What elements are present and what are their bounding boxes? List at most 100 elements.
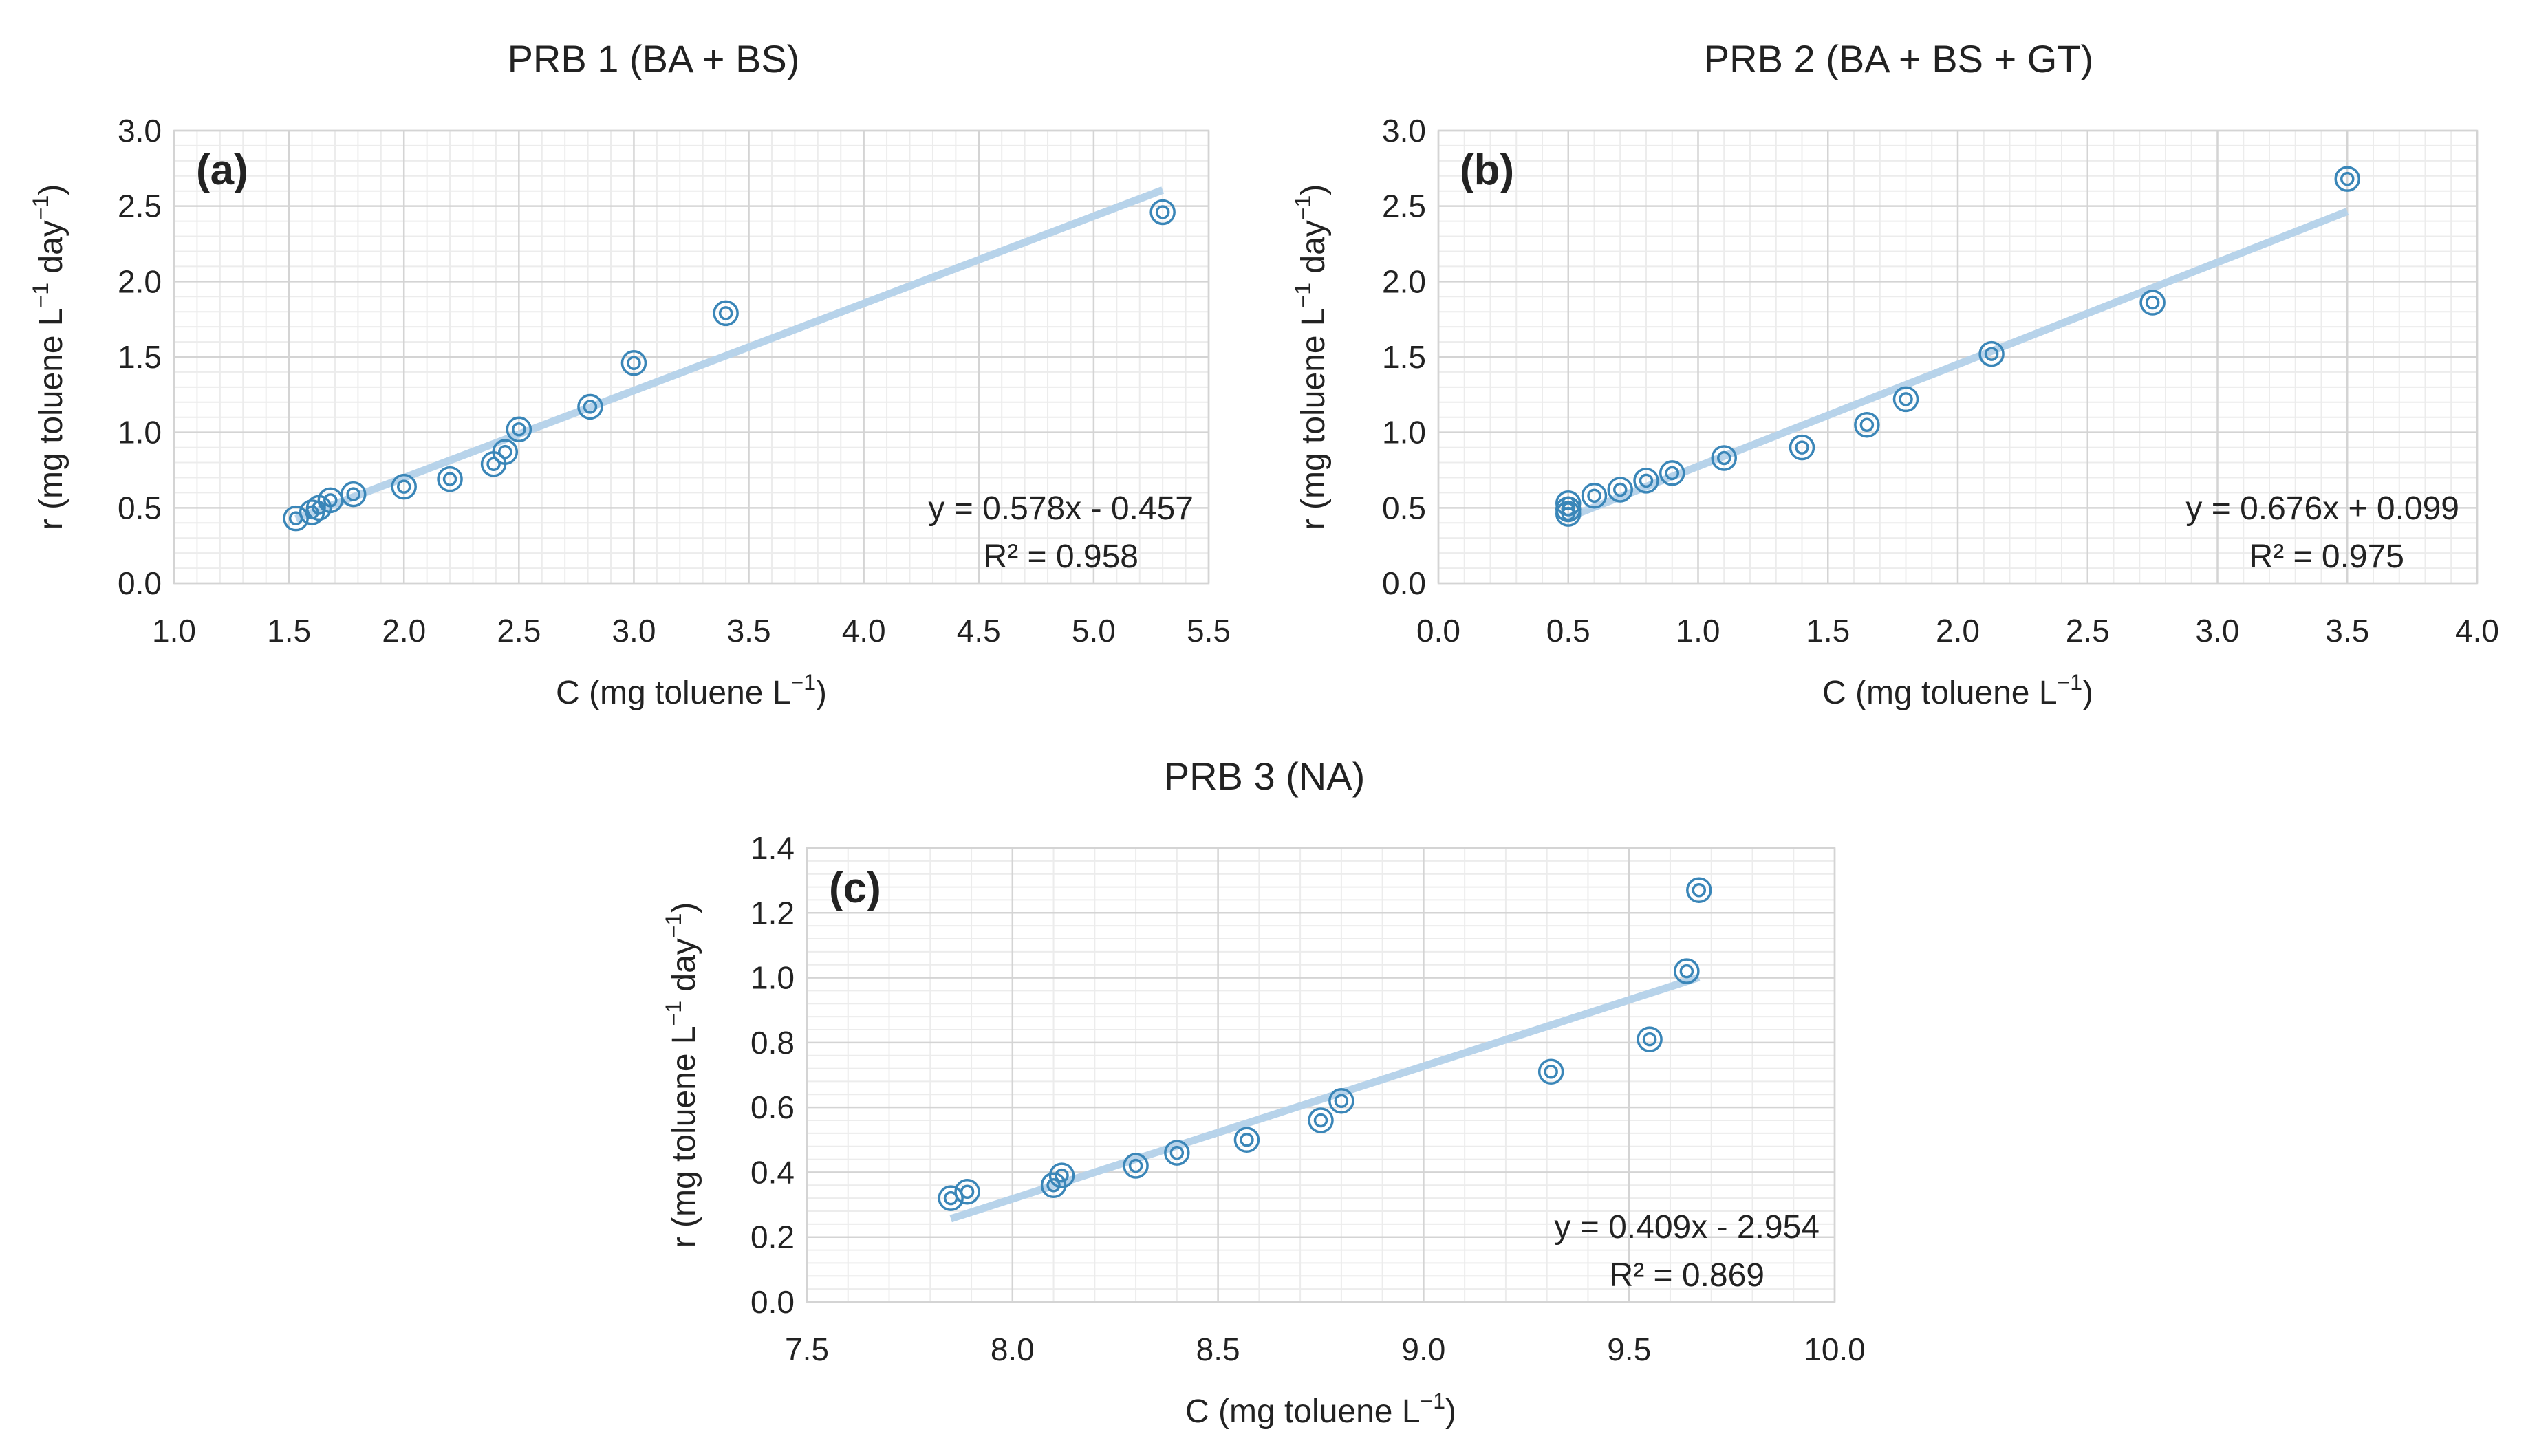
data-point: [1711, 445, 1737, 471]
x-tick-label: 8.0: [991, 1332, 1035, 1367]
x-axis-label: C (mg toluene L−1): [556, 670, 827, 711]
x-tick-label: 3.5: [727, 613, 771, 649]
x-tick-label: 5.5: [1187, 613, 1231, 649]
data-point: [577, 393, 603, 420]
data-point: [1581, 483, 1608, 509]
r-squared: R² = 0.975: [2249, 539, 2404, 575]
y-tick-label: 0.8: [751, 1025, 795, 1061]
data-point: [1123, 1153, 1149, 1179]
data-point: [1637, 1026, 1663, 1052]
grid: [1437, 129, 2479, 585]
x-tick-label: 2.5: [497, 613, 541, 649]
data-point: [1048, 1162, 1075, 1188]
trendline-equation: y = 0.676x + 0.099: [2185, 490, 2459, 527]
x-axis-label: C (mg toluene L−1): [1185, 1389, 1456, 1430]
x-tick-label: 2.0: [1936, 613, 1980, 649]
data-point: [713, 300, 739, 327]
x-tick-label: 1.5: [1806, 613, 1850, 649]
y-tick-label: 1.0: [118, 415, 162, 450]
r-squared: R² = 0.869: [1610, 1257, 1764, 1294]
x-tick-label: 4.5: [957, 613, 1001, 649]
y-tick-label: 1.0: [751, 960, 795, 996]
data-point: [1659, 460, 1685, 486]
x-tick-label: 1.5: [267, 613, 311, 649]
y-tick-label: 2.5: [118, 188, 162, 224]
data-point: [1555, 490, 1582, 517]
x-tick-label: 9.0: [1401, 1332, 1445, 1367]
x-axis-label: C (mg toluene L−1): [1822, 670, 2093, 711]
chart-c: 7.5 8.0 8.5 9.0 9.5 10.0 0.0 0.2 0.4 0.6 0.8 1.0 1.2…: [661, 754, 1866, 1430]
plot-area: [806, 847, 1836, 1303]
y-tick-label: 1.4: [751, 830, 795, 866]
y-tick-label: 0.0: [751, 1284, 795, 1320]
x-tick-label: 5.0: [1072, 613, 1116, 649]
x-tick-label: 3.0: [2196, 613, 2240, 649]
y-tick-label: 1.5: [118, 339, 162, 375]
data-point: [492, 439, 519, 465]
data-point: [1854, 411, 1880, 438]
data-point: [2334, 166, 2360, 192]
x-tick-label: 2.5: [2066, 613, 2110, 649]
x-tick-label: 3.0: [612, 613, 656, 649]
x-tick-label: 8.5: [1196, 1332, 1240, 1367]
y-tick-label: 1.0: [1382, 415, 1426, 450]
panel-label: (a): [196, 146, 248, 194]
data-point: [954, 1178, 980, 1205]
data-point: [1328, 1087, 1354, 1114]
x-tick-label: 4.0: [842, 613, 886, 649]
y-tick-label: 2.0: [1382, 263, 1426, 299]
trendline-equation: y = 0.409x - 2.954: [1554, 1209, 1820, 1246]
plot-area: [1437, 129, 2479, 585]
data-point: [1607, 477, 1633, 503]
chart-title: PRB 1 (BA + BS): [508, 37, 800, 80]
x-tick-label: 3.5: [2325, 613, 2369, 649]
y-tick-label: 2.0: [118, 263, 162, 299]
data-point: [1149, 199, 1176, 226]
y-tick-label: 0.0: [1382, 565, 1426, 601]
data-point: [1233, 1127, 1260, 1153]
y-tick-label: 3.0: [118, 113, 162, 149]
data-point: [1633, 468, 1659, 494]
data-point: [1040, 1172, 1067, 1199]
chart-b: 0.0 0.5 1.0 1.5 2.0 2.5 3.0 3.5 4.0 0.0 0.5 1.0 1.5 2…: [1291, 37, 2499, 711]
y-tick-label: 0.2: [751, 1219, 795, 1255]
x-tick-label: 1.0: [152, 613, 196, 649]
data-point: [1978, 340, 2005, 367]
y-axis-label: r (mg toluene L−1 day−1): [661, 902, 702, 1248]
x-tick-label: 1.0: [1676, 613, 1720, 649]
x-tick-label: 10.0: [1804, 1332, 1866, 1367]
trendline: [949, 973, 1701, 1223]
x-tick-label: 0.0: [1416, 613, 1460, 649]
y-tick-label: 1.2: [751, 895, 795, 931]
y-tick-label: 0.4: [751, 1154, 795, 1190]
data-point: [340, 481, 367, 508]
y-tick-label: 0.0: [118, 565, 162, 601]
data-point: [2139, 290, 2166, 316]
trendline-equation: y = 0.578x - 0.457: [928, 490, 1194, 527]
y-tick-label: 0.5: [118, 490, 162, 525]
data-point: [1686, 877, 1712, 904]
panel-label: (c): [829, 865, 881, 912]
data-point: [437, 466, 463, 492]
x-tick-label: 4.0: [2455, 613, 2499, 649]
data-point: [620, 350, 647, 376]
y-tick-label: 0.6: [751, 1089, 795, 1125]
data-point: [1308, 1107, 1334, 1133]
data-point: [1789, 434, 1815, 461]
y-axis-label: r (mg toluene L−1 day−1): [1291, 184, 1332, 530]
panel-label: (b): [1460, 146, 1514, 194]
chart-title: PRB 2 (BA + BS + GT): [1704, 37, 2093, 80]
x-tick-label: 0.5: [1546, 613, 1590, 649]
data-point: [1892, 386, 1919, 413]
data-point: [506, 416, 532, 443]
trendline: [294, 186, 1165, 523]
data-point: [391, 473, 417, 500]
plot-area: [173, 129, 1210, 585]
trendline: [1566, 208, 2349, 521]
x-tick-label: 7.5: [785, 1332, 829, 1367]
y-tick-label: 1.5: [1382, 339, 1426, 375]
data-point: [1537, 1058, 1564, 1085]
y-tick-label: 3.0: [1382, 113, 1426, 149]
r-squared: R² = 0.958: [984, 539, 1138, 575]
